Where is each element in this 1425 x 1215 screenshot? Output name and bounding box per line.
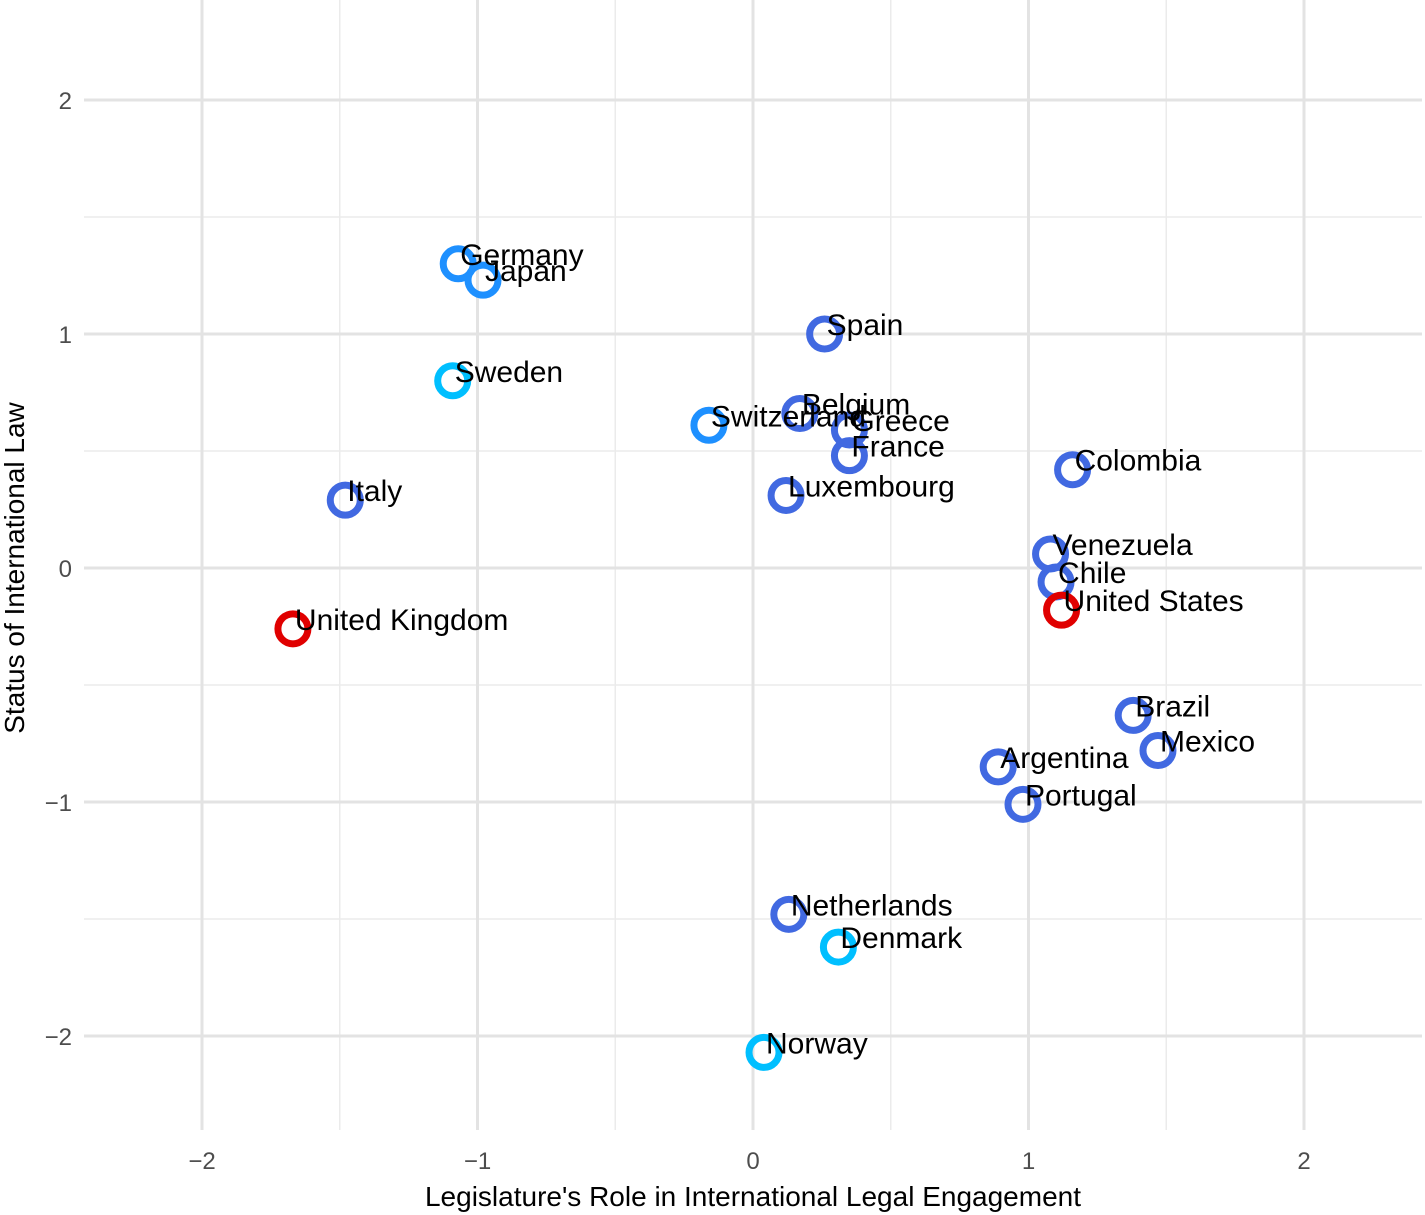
y-axis-title: Status of International Law [0,401,30,733]
point-greece [830,411,868,449]
point-france [830,437,868,475]
point-mexico [1139,732,1177,770]
x-tick-label: −1 [464,1148,491,1175]
label-germany: Germany [460,239,583,272]
x-tick-label: 1 [1022,1148,1035,1175]
y-tick-label: −2 [45,1024,72,1051]
data-points [274,245,1177,1071]
y-tick-label: 0 [59,556,72,583]
point-portugal [1004,785,1042,823]
x-axis-ticks: −2 −1 0 1 2 [188,1148,1310,1175]
label-italy: Italy [347,475,402,508]
point-luxembourg [767,476,805,514]
point-united-kingdom [274,610,312,648]
point-belgium [781,395,819,433]
y-tick-label: 2 [59,88,72,115]
label-chile: Chile [1058,557,1126,590]
label-venezuela: Venezuela [1053,529,1193,562]
y-tick-label: −1 [45,790,72,817]
point-united-states [1043,591,1081,629]
label-france: France [851,431,944,464]
point-argentina [979,748,1017,786]
label-norway: Norway [766,1027,868,1060]
label-united-kingdom: United Kingdom [295,604,508,637]
label-portugal: Portugal [1025,779,1137,812]
point-brazil [1114,696,1152,734]
label-greece: Greece [851,405,949,438]
y-axis-ticks: −2 −1 0 1 2 [45,88,72,1051]
label-denmark: Denmark [840,922,963,955]
point-switzerland [690,406,728,444]
label-spain: Spain [827,309,904,342]
label-colombia: Colombia [1075,445,1202,478]
x-tick-label: −2 [188,1148,215,1175]
label-united-states: United States [1064,585,1244,618]
x-tick-label: 0 [746,1148,759,1175]
y-tick-label: 1 [59,322,72,349]
point-italy [326,481,364,519]
point-colombia [1054,451,1092,489]
label-sweden: Sweden [455,356,563,389]
point-spain [806,315,844,353]
label-netherlands: Netherlands [791,889,953,922]
label-brazil: Brazil [1135,690,1210,723]
point-denmark [819,928,857,966]
label-luxembourg: Luxembourg [788,470,955,503]
point-germany [439,245,477,283]
label-argentina: Argentina [1000,742,1129,775]
x-tick-label: 2 [1297,1148,1310,1175]
label-belgium: Belgium [802,389,910,422]
point-norway [745,1033,783,1071]
label-mexico: Mexico [1160,726,1255,759]
x-axis-title: Legislature's Role in International Lega… [425,1181,1081,1212]
point-netherlands [770,895,808,933]
label-japan: Japan [485,255,567,288]
label-switzerland: Switzerland [711,400,866,433]
major-gridlines [84,0,1422,1130]
point-japan [464,261,502,299]
point-sweden [434,362,472,400]
